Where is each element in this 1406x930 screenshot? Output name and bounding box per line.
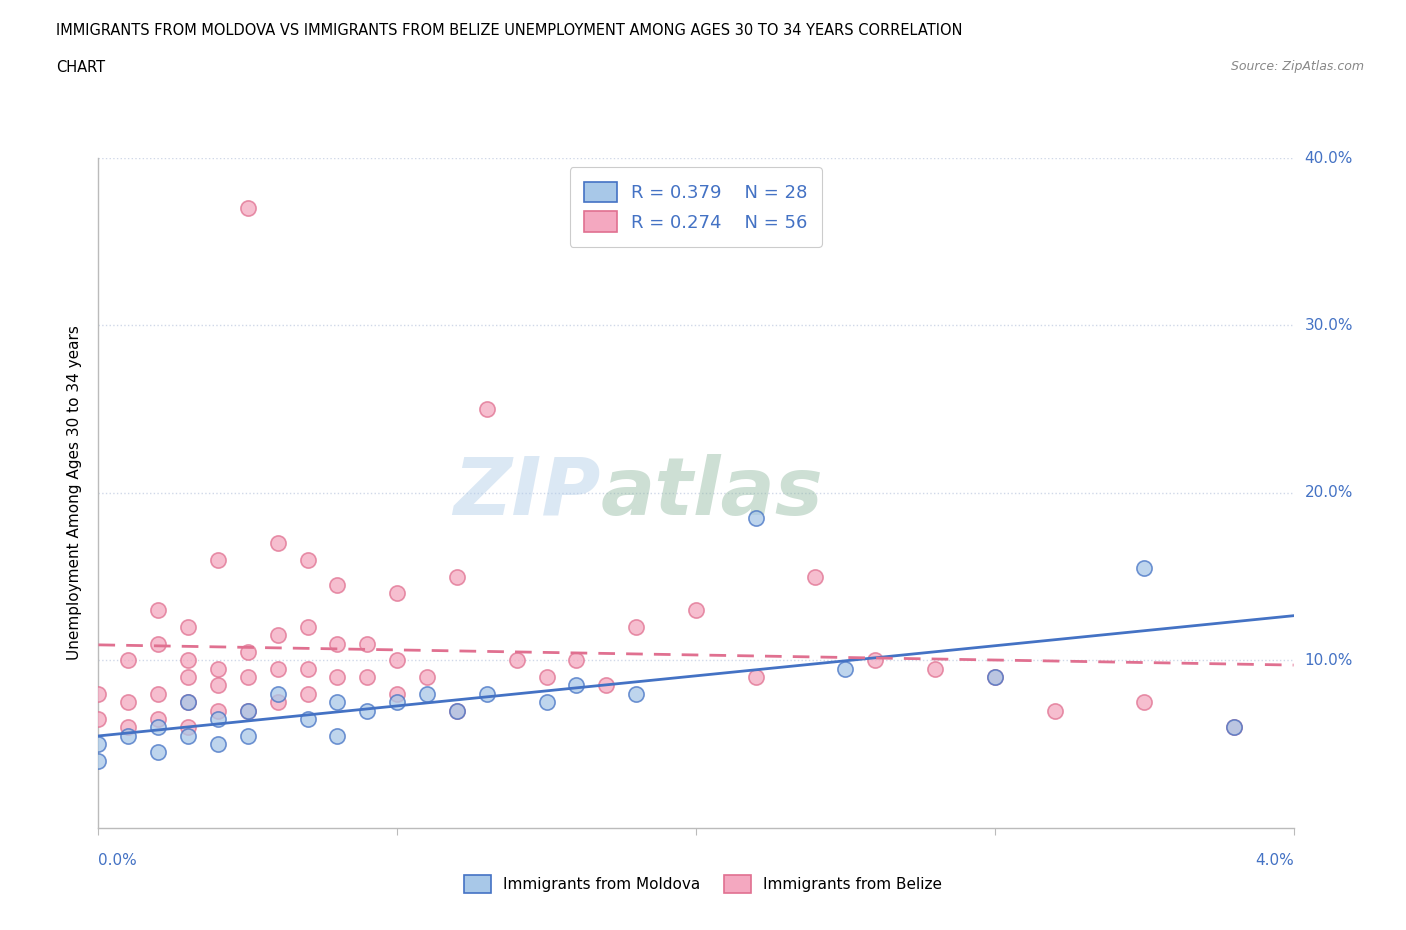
Point — [87, 686, 110, 701]
Point — [326, 670, 349, 684]
Point — [148, 636, 170, 651]
Point — [177, 619, 200, 634]
Point — [177, 653, 200, 668]
Point — [1133, 695, 1156, 710]
Text: Source: ZipAtlas.com: Source: ZipAtlas.com — [1230, 60, 1364, 73]
Point — [536, 670, 558, 684]
Point — [804, 569, 827, 584]
Point — [356, 703, 378, 718]
Point — [267, 661, 290, 676]
Point — [595, 678, 617, 693]
Point — [983, 670, 1005, 684]
Point — [475, 402, 498, 417]
Point — [236, 728, 259, 743]
Point — [624, 686, 647, 701]
Point — [236, 670, 259, 684]
Text: IMMIGRANTS FROM MOLDOVA VS IMMIGRANTS FROM BELIZE UNEMPLOYMENT AMONG AGES 30 TO : IMMIGRANTS FROM MOLDOVA VS IMMIGRANTS FR… — [56, 23, 963, 38]
Point — [326, 695, 349, 710]
Point — [207, 703, 229, 718]
Text: ZIP: ZIP — [453, 454, 600, 532]
Point — [236, 703, 259, 718]
Point — [863, 653, 886, 668]
Point — [177, 728, 200, 743]
Point — [148, 603, 170, 618]
Point — [207, 678, 229, 693]
Point — [117, 653, 139, 668]
Text: 4.0%: 4.0% — [1254, 853, 1294, 868]
Point — [207, 552, 229, 567]
Point — [177, 695, 200, 710]
Point — [297, 619, 319, 634]
Point — [1133, 561, 1156, 576]
Point — [177, 670, 200, 684]
Point — [685, 603, 707, 618]
Point — [267, 695, 290, 710]
Point — [326, 578, 349, 592]
Point — [267, 536, 290, 551]
Point — [326, 636, 349, 651]
Point — [624, 619, 647, 634]
Text: 0.0%: 0.0% — [98, 853, 138, 868]
Point — [446, 703, 468, 718]
Point — [177, 695, 200, 710]
Point — [536, 695, 558, 710]
Point — [1222, 720, 1246, 735]
Point — [983, 670, 1005, 684]
Point — [446, 703, 468, 718]
Point — [207, 711, 229, 726]
Point — [117, 720, 139, 735]
Text: 10.0%: 10.0% — [1305, 653, 1353, 668]
Point — [236, 644, 259, 659]
Point — [207, 661, 229, 676]
Text: 20.0%: 20.0% — [1305, 485, 1353, 500]
Y-axis label: Unemployment Among Ages 30 to 34 years: Unemployment Among Ages 30 to 34 years — [67, 326, 83, 660]
Point — [117, 728, 139, 743]
Point — [416, 670, 439, 684]
Legend: Immigrants from Moldova, Immigrants from Belize: Immigrants from Moldova, Immigrants from… — [457, 870, 949, 899]
Point — [745, 511, 768, 525]
Point — [297, 552, 319, 567]
Point — [475, 686, 498, 701]
Point — [236, 201, 259, 216]
Point — [297, 686, 319, 701]
Point — [326, 728, 349, 743]
Point — [236, 703, 259, 718]
Point — [148, 686, 170, 701]
Point — [87, 737, 110, 751]
Text: CHART: CHART — [56, 60, 105, 75]
Text: atlas: atlas — [600, 454, 823, 532]
Point — [117, 695, 139, 710]
Point — [1043, 703, 1066, 718]
Point — [297, 661, 319, 676]
Point — [924, 661, 946, 676]
Point — [446, 569, 468, 584]
Point — [416, 686, 439, 701]
Text: 40.0%: 40.0% — [1305, 151, 1353, 166]
Point — [267, 686, 290, 701]
Point — [385, 686, 409, 701]
Point — [1222, 720, 1246, 735]
Point — [506, 653, 529, 668]
Point — [148, 711, 170, 726]
Point — [385, 695, 409, 710]
Point — [207, 737, 229, 751]
Point — [177, 720, 200, 735]
Text: 30.0%: 30.0% — [1305, 318, 1353, 333]
Point — [148, 720, 170, 735]
Point — [297, 711, 319, 726]
Legend: R = 0.379    N = 28, R = 0.274    N = 56: R = 0.379 N = 28, R = 0.274 N = 56 — [569, 167, 823, 246]
Point — [745, 670, 768, 684]
Point — [565, 678, 588, 693]
Point — [87, 753, 110, 768]
Point — [385, 586, 409, 601]
Point — [87, 711, 110, 726]
Point — [148, 745, 170, 760]
Point — [356, 670, 378, 684]
Point — [834, 661, 856, 676]
Point — [267, 628, 290, 643]
Point — [385, 653, 409, 668]
Point — [356, 636, 378, 651]
Point — [565, 653, 588, 668]
